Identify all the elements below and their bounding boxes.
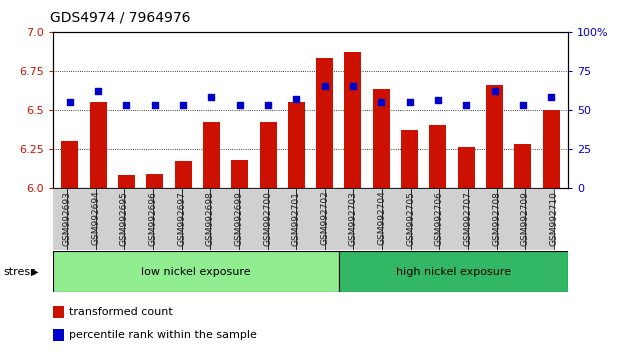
Bar — [440, 188, 468, 250]
Bar — [430, 125, 446, 188]
Bar — [514, 144, 532, 188]
Point — [546, 95, 556, 100]
Point — [518, 102, 528, 108]
Text: GSM992703: GSM992703 — [349, 191, 358, 246]
Bar — [468, 188, 497, 250]
Text: GSM992697: GSM992697 — [177, 191, 186, 246]
Text: percentile rank within the sample: percentile rank within the sample — [70, 330, 257, 340]
Bar — [146, 173, 163, 188]
Bar — [53, 329, 64, 341]
Point — [178, 102, 188, 108]
Bar — [211, 188, 239, 250]
Bar — [410, 188, 440, 250]
Text: GSM992701: GSM992701 — [292, 191, 301, 246]
Text: GSM992710: GSM992710 — [550, 191, 558, 246]
Point — [263, 102, 273, 108]
Bar — [53, 306, 64, 318]
Bar — [345, 52, 361, 188]
Bar — [486, 85, 503, 188]
Point — [150, 102, 160, 108]
Bar — [153, 188, 182, 250]
Point — [206, 95, 216, 100]
Text: GDS4974 / 7964976: GDS4974 / 7964976 — [50, 11, 190, 25]
Point — [235, 102, 245, 108]
Point — [376, 99, 386, 105]
Bar — [316, 58, 333, 188]
Point — [405, 99, 415, 105]
Bar — [118, 175, 135, 188]
Bar — [231, 160, 248, 188]
Point — [93, 88, 103, 94]
Bar — [339, 251, 568, 292]
Bar — [96, 188, 124, 250]
Text: GSM992708: GSM992708 — [492, 191, 501, 246]
Point — [122, 102, 132, 108]
Bar — [124, 188, 153, 250]
Bar — [175, 161, 191, 188]
Text: GSM992704: GSM992704 — [378, 191, 387, 245]
Bar — [89, 102, 107, 188]
Text: GSM992707: GSM992707 — [463, 191, 473, 246]
Text: ▶: ▶ — [31, 267, 39, 277]
Text: GSM992702: GSM992702 — [320, 191, 329, 245]
Bar — [61, 141, 78, 188]
Bar — [296, 188, 325, 250]
Bar — [260, 122, 276, 188]
Bar — [401, 130, 418, 188]
Text: GSM992696: GSM992696 — [148, 191, 158, 246]
Bar — [382, 188, 410, 250]
Point — [433, 98, 443, 103]
Text: GSM992700: GSM992700 — [263, 191, 272, 246]
Point — [65, 99, 75, 105]
Text: GSM992693: GSM992693 — [63, 191, 71, 246]
Bar — [288, 102, 305, 188]
Bar — [325, 188, 353, 250]
Text: low nickel exposure: low nickel exposure — [141, 267, 251, 277]
Text: GSM992706: GSM992706 — [435, 191, 444, 246]
Bar — [268, 188, 296, 250]
Bar — [458, 147, 475, 188]
Text: stress: stress — [3, 267, 36, 277]
Text: GSM992698: GSM992698 — [206, 191, 215, 246]
Bar — [203, 122, 220, 188]
Text: transformed count: transformed count — [70, 307, 173, 317]
Bar — [543, 110, 560, 188]
Bar — [373, 90, 390, 188]
Point — [291, 96, 301, 102]
Point — [461, 102, 471, 108]
Bar — [182, 188, 211, 250]
Bar — [39, 188, 67, 250]
Text: GSM992694: GSM992694 — [91, 191, 100, 245]
Text: GSM992709: GSM992709 — [521, 191, 530, 246]
Text: GSM992705: GSM992705 — [406, 191, 415, 246]
Bar — [53, 251, 339, 292]
Bar — [525, 188, 554, 250]
Text: GSM992699: GSM992699 — [234, 191, 243, 246]
Point — [320, 84, 330, 89]
Bar — [353, 188, 382, 250]
Text: GSM992695: GSM992695 — [120, 191, 129, 246]
Point — [489, 88, 499, 94]
Bar — [497, 188, 525, 250]
Point — [348, 84, 358, 89]
Bar — [67, 188, 96, 250]
Bar — [239, 188, 268, 250]
Text: high nickel exposure: high nickel exposure — [396, 267, 511, 277]
